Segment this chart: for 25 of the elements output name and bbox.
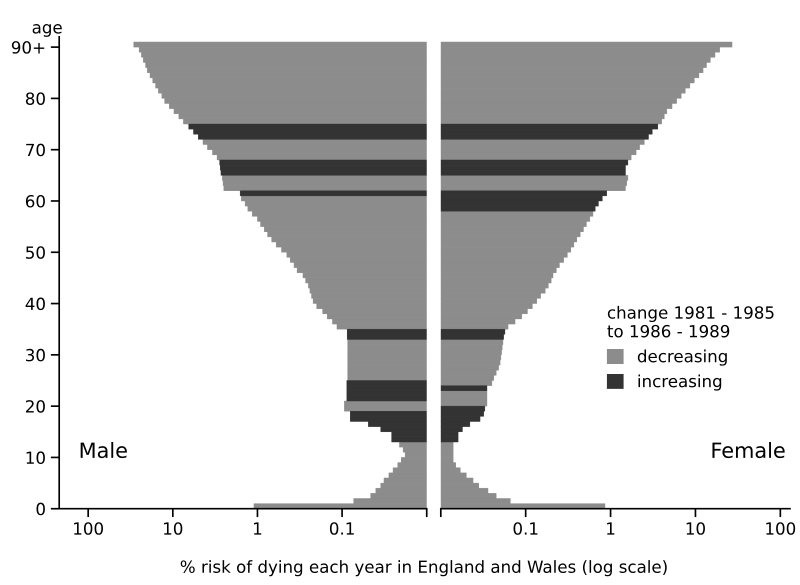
- x-tick-label: 10: [164, 522, 182, 535]
- annotation: Male: [80, 442, 127, 458]
- y-tick-label: 10: [26, 451, 45, 464]
- x-axis-title: % risk of dying each year in England and Wales (log scale): [180, 560, 667, 576]
- x-tick-label: 10: [686, 522, 705, 535]
- y-tick-label: 30: [26, 348, 45, 362]
- x-tick-label: 1: [254, 522, 262, 535]
- x-tick-label: 100: [74, 522, 103, 535]
- y-tick-label: 90+: [12, 41, 44, 54]
- y-tick-label: 20: [26, 400, 45, 413]
- x-tick-label: 0.1: [514, 522, 538, 535]
- y-tick-label: 0: [36, 502, 45, 516]
- x-tick-label: 1: [607, 522, 614, 535]
- annotation: Female: [712, 442, 785, 458]
- y-tick-label: 50: [26, 246, 45, 259]
- y-tick-label: 40: [26, 298, 45, 310]
- x-tick-label: 100: [766, 522, 796, 535]
- x-tick-label: 0.1: [330, 522, 354, 535]
- y-tick-label: 70: [26, 144, 45, 156]
- y-tick-label: 80: [26, 92, 45, 105]
- legend-label: increasing: [638, 374, 722, 391]
- y-axis-title: age: [32, 24, 62, 37]
- legend-title: change 1981 - 1985 to 1986 - 1989: [607, 306, 774, 338]
- legend-label: decreasing: [638, 350, 727, 366]
- y-tick-label: 60: [26, 194, 45, 208]
